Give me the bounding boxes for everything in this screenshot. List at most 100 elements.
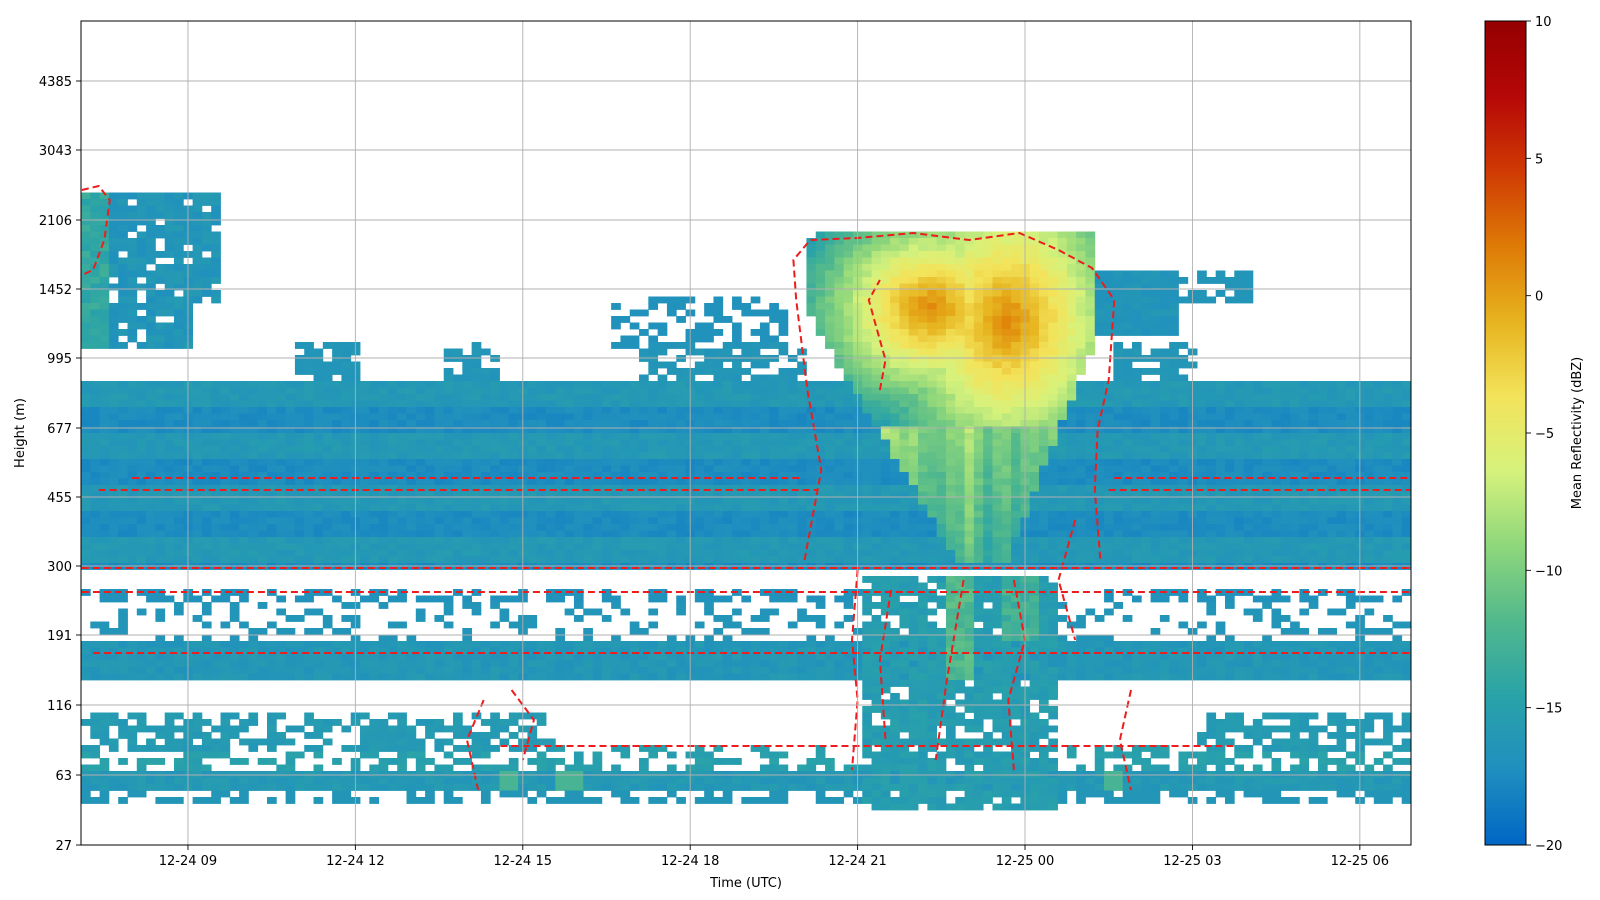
heatmap-cell — [127, 777, 138, 785]
heatmap-cell — [843, 316, 854, 323]
heatmap-cell — [201, 530, 212, 538]
heatmap-cell — [201, 751, 212, 759]
heatmap-cell — [369, 732, 380, 739]
heatmap-cell — [499, 517, 510, 525]
heatmap-cell — [611, 498, 621, 505]
heatmap-cell — [843, 771, 854, 778]
heatmap-cell — [369, 465, 380, 473]
heatmap-cell — [759, 660, 770, 668]
heatmap-cell — [620, 504, 631, 512]
heatmap-cell — [806, 433, 817, 440]
heatmap-cell — [601, 446, 612, 453]
heatmap-cell — [759, 485, 770, 492]
heatmap-cell — [192, 394, 203, 401]
heatmap-cell — [378, 387, 389, 395]
heatmap-cell — [648, 420, 659, 427]
heatmap-cell — [834, 296, 845, 304]
heatmap-cell — [825, 485, 835, 492]
heatmap-cell — [778, 504, 789, 512]
heatmap-cell — [211, 426, 221, 434]
heatmap-cell — [201, 400, 212, 408]
heatmap-cell — [118, 511, 128, 518]
heatmap-cell — [322, 647, 333, 655]
heatmap-cell — [90, 797, 100, 804]
heatmap-cell — [601, 465, 612, 473]
heatmap-cell — [694, 387, 705, 395]
heatmap-cell — [294, 491, 305, 499]
heatmap-cell — [285, 764, 296, 772]
heatmap-cell — [880, 790, 891, 798]
heatmap-cell — [508, 472, 519, 479]
heatmap-cell — [825, 459, 835, 466]
heatmap-cell — [332, 654, 342, 661]
heatmap-cell — [99, 439, 110, 447]
heatmap-cell — [527, 524, 538, 531]
heatmap-cell — [862, 309, 872, 317]
heatmap-cell — [341, 556, 352, 564]
heatmap-cell — [164, 381, 175, 388]
heatmap-cell — [201, 738, 212, 746]
heatmap-cell — [276, 511, 287, 518]
heatmap-cell — [313, 472, 324, 479]
heatmap-cell — [918, 719, 928, 726]
heatmap-cell — [629, 771, 640, 778]
heatmap-cell — [666, 433, 677, 440]
heatmap-cell — [229, 602, 240, 609]
heatmap-cell — [453, 355, 463, 362]
heatmap-cell — [620, 641, 631, 648]
heatmap-cell — [406, 673, 417, 681]
heatmap-cell — [759, 615, 770, 622]
heatmap-cell — [304, 745, 314, 752]
heatmap-cell — [536, 472, 547, 479]
heatmap-cell — [750, 504, 761, 512]
heatmap-cell — [332, 667, 342, 674]
heatmap-cell — [899, 290, 910, 297]
heatmap-cell — [797, 452, 807, 460]
heatmap-cell — [136, 452, 147, 460]
heatmap-cell — [267, 641, 277, 648]
heatmap-cell — [815, 615, 826, 622]
heatmap-cell — [155, 413, 166, 421]
heatmap-cell — [248, 660, 259, 668]
heatmap-cell — [239, 478, 249, 486]
heatmap-cell — [285, 524, 296, 531]
heatmap-cell — [546, 667, 556, 674]
heatmap-cell — [778, 400, 789, 408]
heatmap-cell — [322, 673, 333, 681]
heatmap-cell — [862, 725, 872, 733]
heatmap-cell — [127, 244, 138, 252]
heatmap-cell — [694, 543, 705, 551]
heatmap-cell — [425, 660, 435, 668]
heatmap-cell — [648, 485, 659, 492]
heatmap-cell — [750, 550, 761, 557]
heatmap-cell — [555, 517, 566, 525]
heatmap-cell — [546, 452, 556, 460]
heatmap-cell — [834, 433, 845, 440]
heatmap-cell — [508, 485, 519, 492]
heatmap-cell — [90, 283, 100, 291]
heatmap-cell — [601, 491, 612, 499]
heatmap-cell — [555, 745, 566, 752]
heatmap-cell — [564, 550, 575, 557]
heatmap-cell — [462, 446, 473, 453]
heatmap-cell — [797, 608, 807, 616]
heatmap-cell — [601, 654, 612, 661]
heatmap-cell — [908, 556, 919, 564]
heatmap-cell — [741, 459, 752, 466]
heatmap-cell — [657, 472, 668, 479]
heatmap-cell — [276, 673, 287, 681]
heatmap-cell — [276, 394, 287, 401]
heatmap-cell — [174, 277, 184, 284]
heatmap-cell — [164, 322, 175, 330]
heatmap-cell — [871, 550, 882, 557]
heatmap-cell — [880, 647, 891, 655]
heatmap-cell — [155, 381, 166, 388]
heatmap-cell — [118, 270, 128, 278]
heatmap-cell — [732, 355, 742, 362]
heatmap-cell — [871, 342, 882, 349]
heatmap-cell — [825, 342, 835, 349]
heatmap-cell — [815, 530, 826, 538]
heatmap-cell — [90, 244, 100, 252]
heatmap-cell — [657, 647, 668, 655]
heatmap-cell — [164, 342, 175, 349]
